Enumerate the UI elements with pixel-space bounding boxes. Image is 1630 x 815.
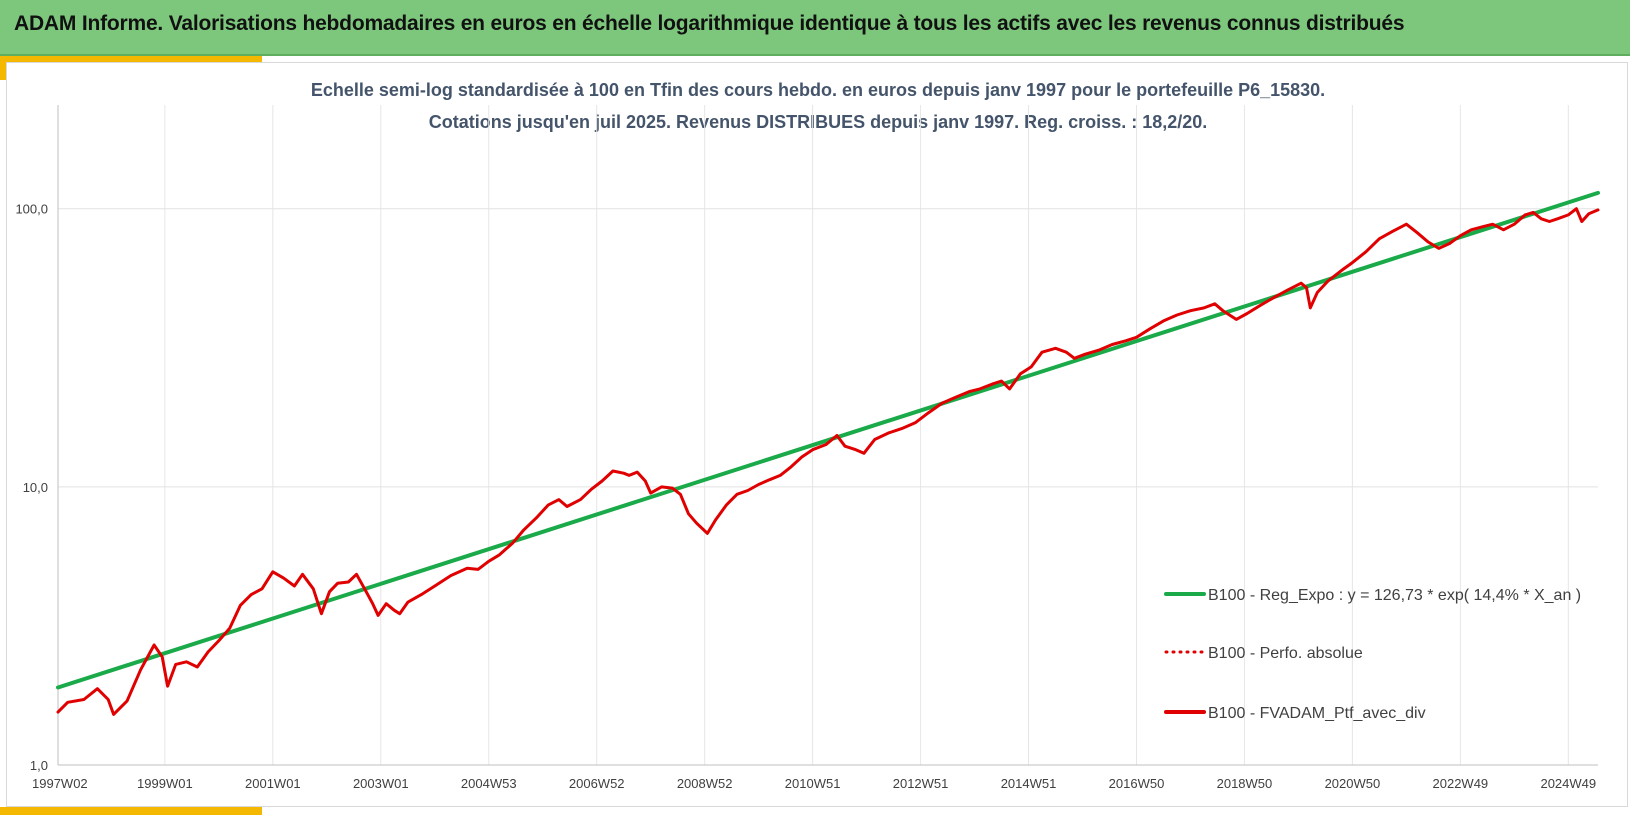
- x-tick-label: 2003W01: [353, 776, 409, 791]
- accent-bar-bottom: [0, 807, 262, 815]
- series-line-regression: [56, 190, 1600, 690]
- legend: B100 - Reg_Expo : y = 126,73 * exp( 14,4…: [1164, 587, 1581, 722]
- y-tick-label: 10,0: [23, 480, 48, 495]
- x-tick-label: 2016W50: [1109, 776, 1165, 791]
- x-tick-label: 2022W49: [1433, 776, 1489, 791]
- legend-label: B100 - Perfo. absolue: [1208, 645, 1363, 662]
- x-tick-label: 2010W51: [785, 776, 841, 791]
- accent-bar-left: [0, 56, 6, 80]
- report-title: ADAM Informe. Valorisations hebdomadaire…: [14, 12, 1405, 35]
- x-tick-label: 2008W52: [677, 776, 733, 791]
- x-tick-label: 2004W53: [461, 776, 517, 791]
- x-tick-label: 1997W02: [32, 776, 88, 791]
- x-tick-label: 2020W50: [1325, 776, 1381, 791]
- accent-bar-top: [0, 56, 262, 62]
- legend-entry-regression: B100 - Reg_Expo : y = 126,73 * exp( 14,4…: [1164, 587, 1581, 604]
- x-tick-label: 2014W51: [1001, 776, 1057, 791]
- x-tick-label: 2001W01: [245, 776, 301, 791]
- x-tick-label: 2006W52: [569, 776, 625, 791]
- report-banner: ADAM Informe. Valorisations hebdomadaire…: [0, 0, 1630, 56]
- x-tick-label: 2024W49: [1540, 776, 1596, 791]
- grid-lines: [57, 105, 1598, 766]
- legend-entry-portfolio: B100 - FVADAM_Ptf_avec_div: [1164, 705, 1426, 722]
- y-tick-label: 1,0: [30, 758, 48, 773]
- legend-entry-perfo-absolue: B100 - Perfo. absolue: [1164, 645, 1363, 662]
- x-tick-label: 1999W01: [137, 776, 193, 791]
- chart-subtitle-line-2: Cotations jusqu'en juil 2025. Revenus DI…: [429, 112, 1208, 132]
- y-tick-label: 100,0: [15, 202, 48, 217]
- legend-label: B100 - FVADAM_Ptf_avec_div: [1208, 705, 1426, 722]
- series-line-portfolio: [56, 207, 1600, 716]
- chart-frame: [6, 62, 1628, 807]
- x-tick-label: 2018W50: [1217, 776, 1273, 791]
- chart-subtitle-line-1: Echelle semi-log standardisée à 100 en T…: [311, 80, 1325, 100]
- axes: 1997W02 1999W01 2001W01 2003W01 2004W53 2006W…: [15, 105, 1598, 791]
- series-lines: [56, 190, 1600, 716]
- legend-label: B100 - Reg_Expo : y = 126,73 * exp( 14,4…: [1208, 587, 1581, 604]
- x-tick-label: 2012W51: [893, 776, 949, 791]
